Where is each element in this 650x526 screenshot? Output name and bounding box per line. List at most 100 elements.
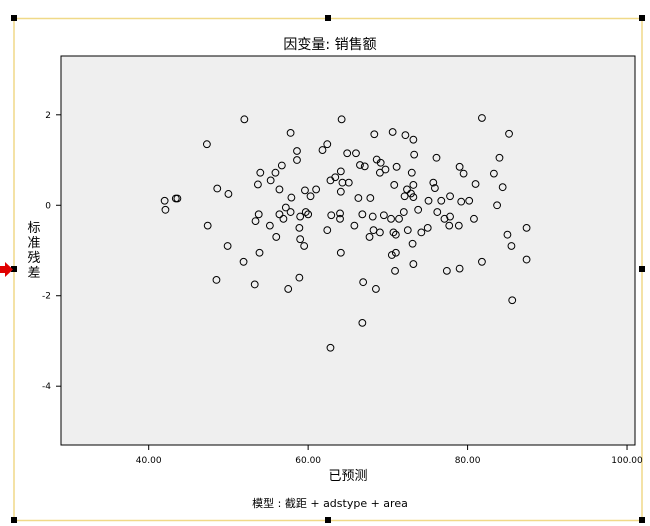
x-tick-label: 60.00: [295, 456, 321, 466]
data-point: [478, 257, 486, 266]
data-point: [265, 221, 274, 230]
data-point: [326, 176, 335, 185]
data-point: [203, 221, 212, 230]
plot-area: [60, 55, 636, 446]
data-point: [354, 194, 363, 202]
data-point: [281, 203, 290, 212]
data-point: [275, 210, 284, 219]
data-point: [343, 149, 352, 158]
data-point: [312, 185, 321, 194]
data-point: [326, 343, 335, 352]
data-point: [327, 211, 336, 220]
resize-handle-bottom-right[interactable]: [639, 517, 645, 523]
resize-handle-top-center[interactable]: [325, 15, 331, 21]
data-point: [508, 296, 517, 305]
data-point: [390, 181, 399, 189]
data-point: [446, 192, 454, 201]
data-point: [437, 196, 446, 205]
data-point: [489, 169, 498, 178]
data-point: [409, 260, 418, 268]
x-tick-label: 100.00: [611, 456, 643, 466]
data-point: [250, 280, 259, 289]
data-point: [301, 186, 309, 195]
data-point: [337, 115, 346, 124]
data-point: [391, 230, 400, 239]
y-tick-label: 2: [45, 111, 51, 121]
data-point: [358, 318, 367, 327]
data-point: [365, 233, 374, 241]
data-point: [350, 221, 359, 230]
data-point: [375, 228, 384, 237]
y-tick-label: -4: [42, 382, 51, 392]
data-point: [522, 255, 531, 264]
data-point: [432, 153, 441, 162]
data-point: [417, 228, 426, 237]
resize-handle-top-left[interactable]: [11, 15, 17, 21]
data-point: [391, 248, 400, 257]
data-point: [336, 167, 345, 176]
data-point: [251, 217, 260, 225]
data-point: [370, 130, 379, 139]
data-point: [300, 242, 309, 250]
data-point: [465, 196, 474, 205]
data-point: [296, 212, 305, 221]
data-point: [471, 180, 480, 188]
data-point: [391, 266, 399, 275]
data-point: [395, 214, 403, 223]
data-point: [161, 205, 170, 214]
data-point: [376, 158, 385, 167]
data-point: [304, 210, 313, 219]
resize-handle-middle-right[interactable]: [639, 266, 645, 272]
x-tick-label: 80.00: [455, 456, 481, 466]
data-point: [445, 221, 454, 230]
data-point: [336, 209, 344, 218]
data-point: [410, 150, 419, 159]
data-point: [470, 214, 478, 223]
data-point: [344, 178, 353, 187]
data-point: [360, 162, 369, 171]
data-point: [336, 214, 344, 223]
data-point: [424, 196, 433, 205]
data-point: [433, 208, 442, 216]
y-tick-label: -2: [42, 292, 51, 302]
data-point: [455, 162, 464, 171]
data-point: [505, 129, 513, 138]
resize-handle-bottom-left[interactable]: [11, 517, 17, 523]
data-point: [389, 228, 398, 237]
data-point: [323, 140, 332, 149]
data-point: [457, 197, 466, 206]
data-point: [429, 178, 438, 187]
y-axis: -4 -2 0 2: [42, 111, 61, 392]
data-point: [240, 115, 249, 124]
data-point: [408, 239, 417, 248]
data-point: [212, 276, 221, 284]
data-point: [372, 285, 380, 293]
data-point: [284, 285, 293, 293]
data-point: [286, 128, 295, 137]
resize-handle-middle-left[interactable]: [11, 266, 17, 272]
data-point: [323, 226, 332, 235]
data-point: [407, 168, 416, 177]
data-point: [287, 193, 296, 202]
data-point: [459, 169, 468, 178]
data-point: [387, 214, 395, 223]
data-point: [507, 242, 516, 250]
data-point: [293, 156, 301, 164]
resize-handle-top-right[interactable]: [639, 15, 645, 21]
data-point: [173, 194, 182, 203]
data-point: [255, 248, 264, 257]
data-point: [286, 208, 295, 216]
data-point: [296, 235, 305, 244]
data-point: [318, 146, 327, 154]
data-point: [202, 140, 211, 149]
data-point: [403, 226, 412, 235]
data-point: [336, 187, 345, 196]
data-point: [442, 266, 451, 275]
data-point: [279, 214, 288, 223]
resize-handle-bottom-center[interactable]: [325, 517, 331, 523]
data-point: [271, 168, 280, 177]
data-point: [400, 192, 409, 201]
chart-title: 因变量: 销售额: [283, 37, 376, 53]
data-point: [446, 212, 454, 221]
